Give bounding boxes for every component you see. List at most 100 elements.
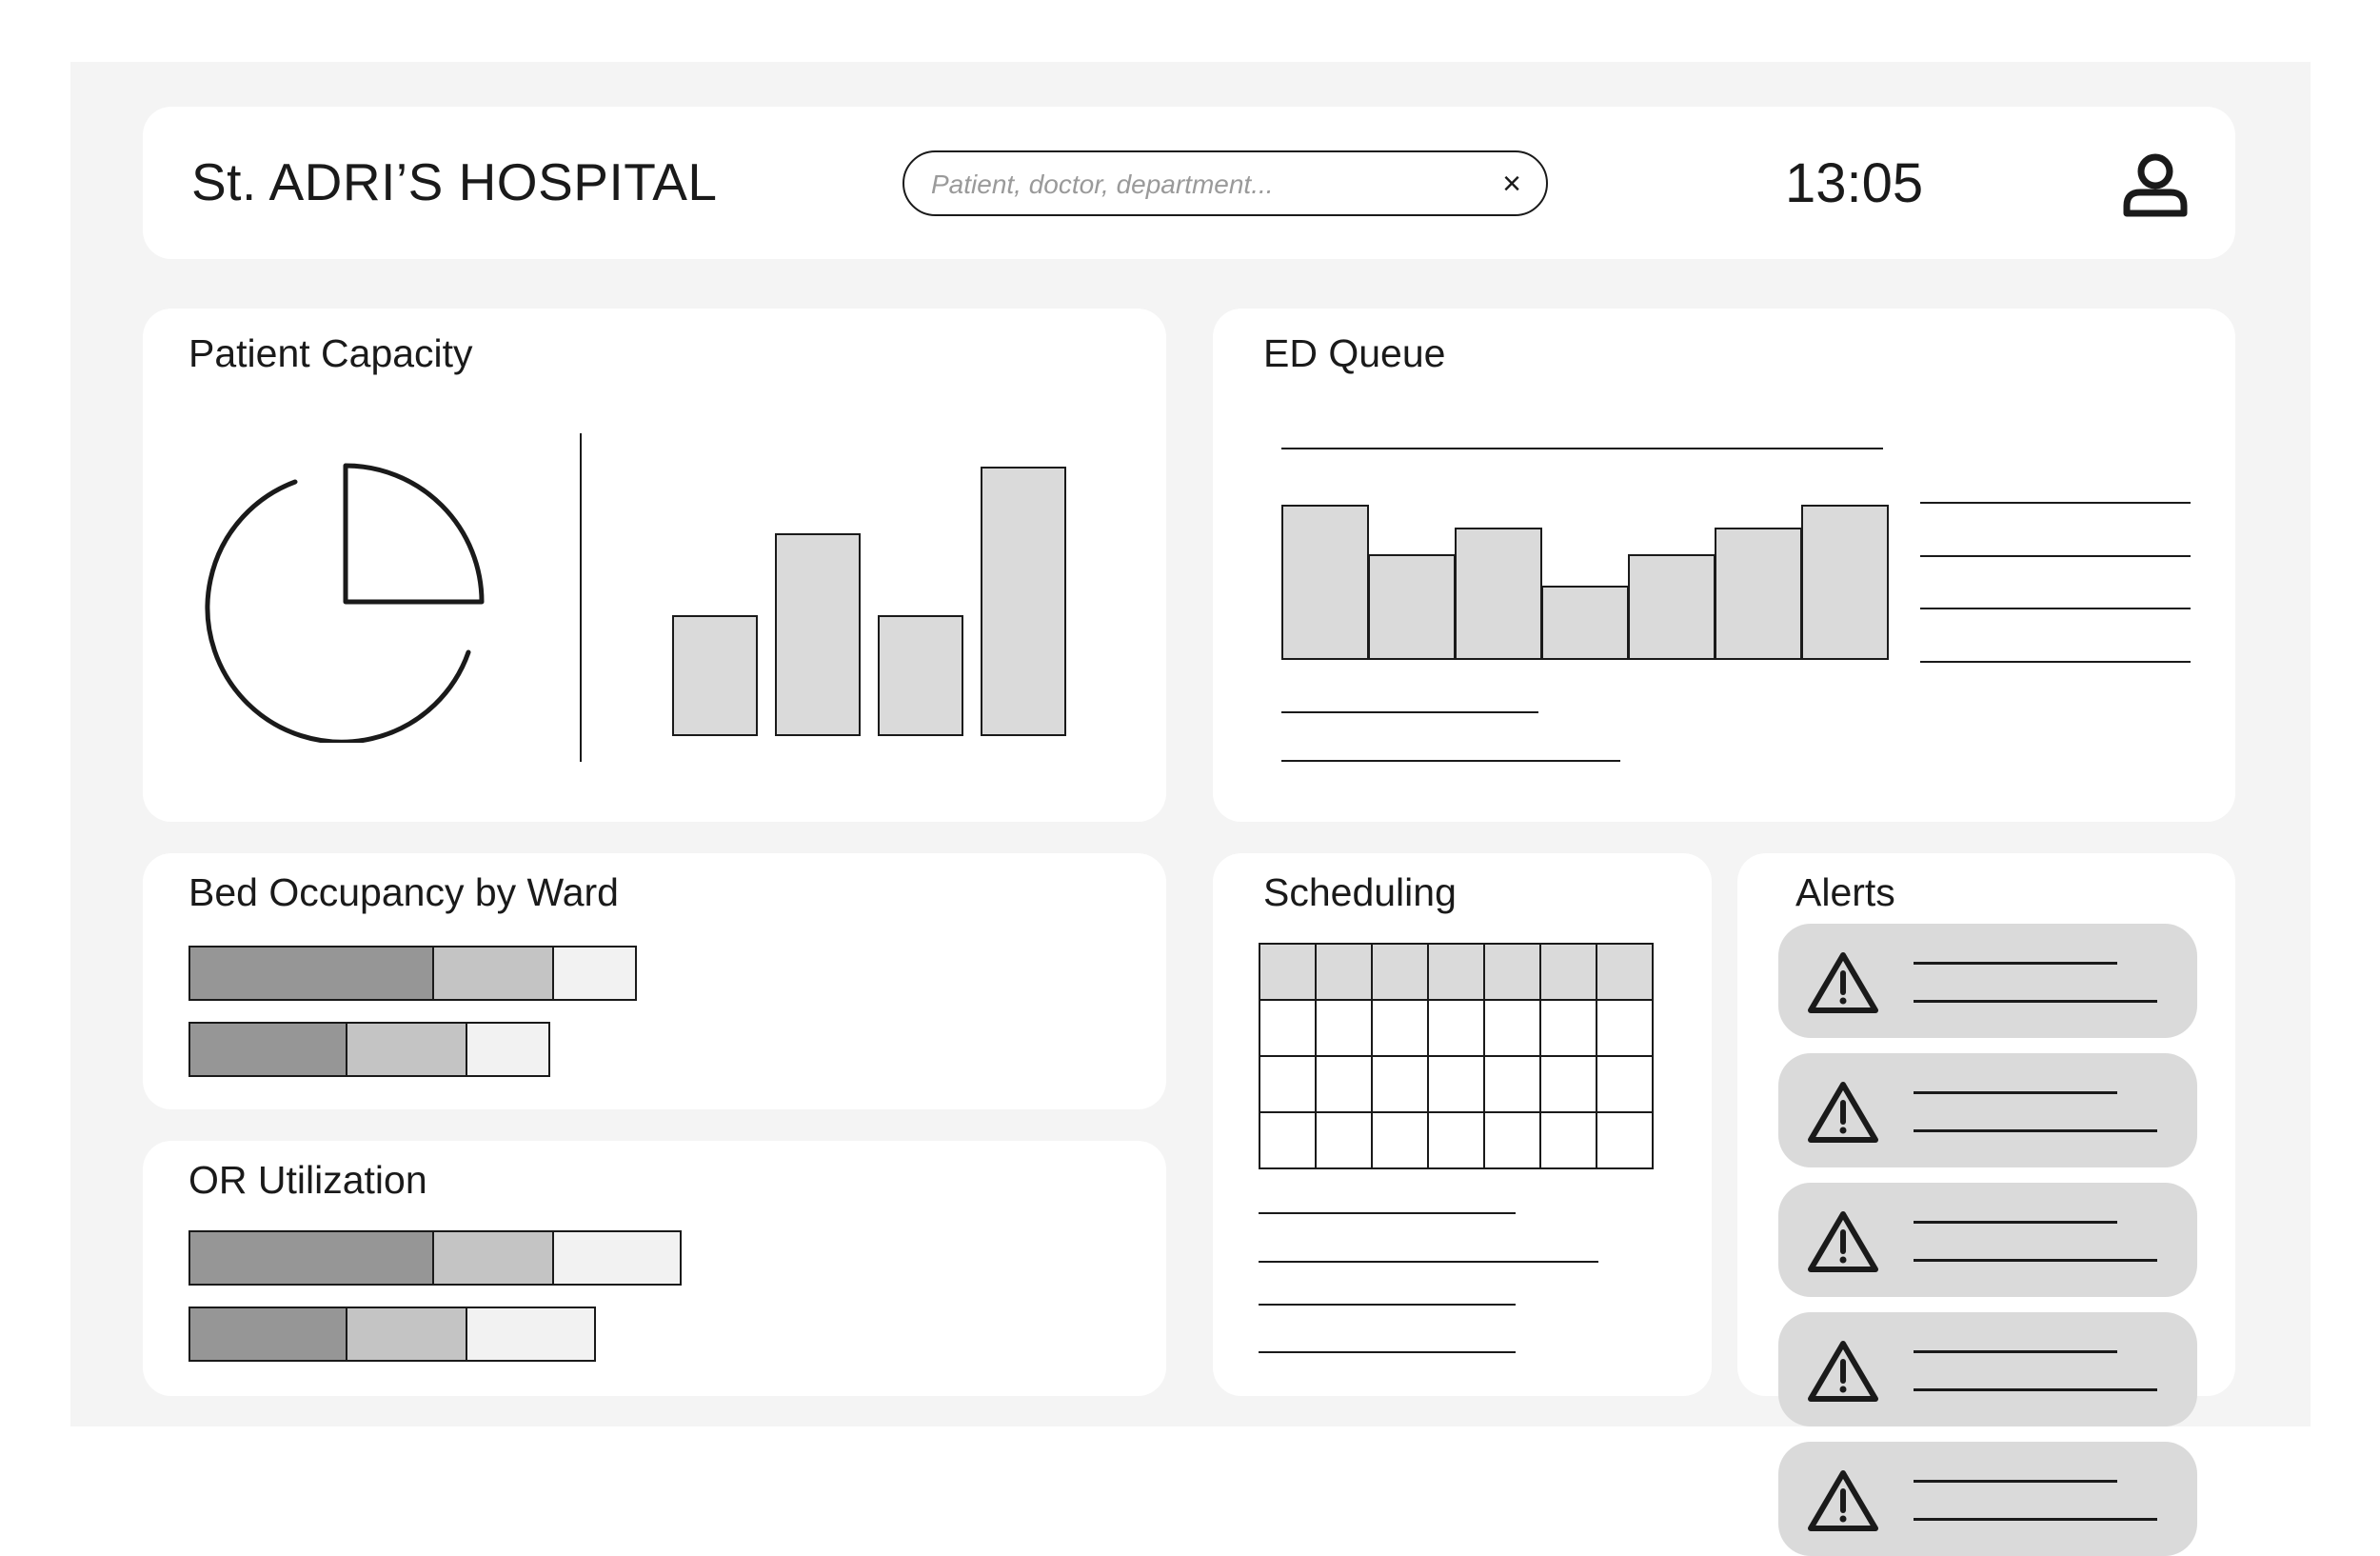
warning-icon — [1807, 1080, 1879, 1145]
ed-queue-legend-line — [1920, 608, 2191, 609]
ed-queue-bar-5 — [1715, 528, 1802, 660]
bed-occupancy-bar-0 — [188, 946, 637, 1001]
calendar-header-row — [1259, 943, 1654, 1001]
ed-queue-bar-1 — [1368, 554, 1456, 660]
calendar-cell[interactable] — [1315, 1111, 1373, 1169]
bed-occupancy-bar-1 — [188, 1022, 550, 1077]
alert-text-line — [1914, 1000, 2157, 1003]
warning-icon — [1807, 1339, 1879, 1404]
schedule-note-line — [1259, 1212, 1516, 1214]
ed-queue-bar-chart — [1281, 505, 1889, 660]
calendar-cell[interactable] — [1539, 1055, 1597, 1113]
search-input[interactable] — [929, 164, 1476, 206]
calendar-cell[interactable] — [1427, 1055, 1485, 1113]
bar-segment-0 — [188, 1230, 434, 1286]
schedule-note-line — [1259, 1351, 1516, 1353]
calendar-cell[interactable] — [1483, 999, 1541, 1057]
calendar-cell[interactable] — [1371, 999, 1429, 1057]
or-utilization-bar-0 — [188, 1230, 682, 1286]
calendar-cell[interactable] — [1539, 1111, 1597, 1169]
alert-item[interactable] — [1778, 924, 2197, 1038]
alert-text-line — [1914, 1480, 2117, 1483]
alert-item[interactable] — [1778, 1183, 2197, 1297]
alert-item[interactable] — [1778, 1053, 2197, 1167]
search-bar: × — [902, 150, 1548, 216]
bar-segment-2 — [552, 946, 637, 1001]
bar-segment-0 — [188, 946, 434, 1001]
calendar-row — [1259, 1055, 1654, 1113]
bar-segment-1 — [432, 1230, 554, 1286]
bar-segment-0 — [188, 1022, 347, 1077]
alert-text-line — [1914, 1259, 2157, 1262]
ed-queue-bar-6 — [1801, 505, 1889, 660]
calendar-cell[interactable] — [1371, 1055, 1429, 1113]
or-utilization-title: OR Utilization — [188, 1158, 427, 1202]
calendar-cell[interactable] — [1539, 999, 1597, 1057]
schedule-calendar[interactable] — [1259, 943, 1654, 1169]
calendar-cell[interactable] — [1259, 1111, 1317, 1169]
hospital-name: St. ADRI’S HOSPITAL — [191, 152, 718, 211]
ed-queue-note-line — [1281, 760, 1620, 762]
ed-queue-legend-line — [1920, 661, 2191, 663]
scheduling-title: Scheduling — [1263, 870, 1457, 914]
patient-capacity-bar-2 — [878, 615, 963, 736]
alert-text-line — [1914, 1129, 2157, 1132]
calendar-cell[interactable] — [1315, 999, 1373, 1057]
calendar-cell[interactable] — [1427, 943, 1485, 1001]
calendar-cell[interactable] — [1483, 1055, 1541, 1113]
ed-queue-note-line — [1281, 711, 1538, 713]
bar-segment-1 — [346, 1022, 467, 1077]
calendar-cell[interactable] — [1596, 1055, 1654, 1113]
or-utilization-bar-1 — [188, 1307, 596, 1362]
ed-queue-top-line — [1281, 448, 1883, 449]
ed-queue-bar-0 — [1281, 505, 1369, 660]
calendar-cell[interactable] — [1427, 999, 1485, 1057]
calendar-cell[interactable] — [1427, 1111, 1485, 1169]
ed-queue-legend-line — [1920, 555, 2191, 557]
calendar-cell[interactable] — [1371, 1111, 1429, 1169]
calendar-cell[interactable] — [1371, 943, 1429, 1001]
ed-queue-title: ED Queue — [1263, 331, 1446, 375]
user-icon[interactable] — [2121, 150, 2190, 219]
bar-segment-0 — [188, 1307, 347, 1362]
clear-search-button[interactable]: × — [1502, 166, 1521, 202]
alert-item[interactable] — [1778, 1312, 2197, 1426]
bar-segment-1 — [346, 1307, 467, 1362]
calendar-cell[interactable] — [1259, 1055, 1317, 1113]
calendar-cell[interactable] — [1259, 999, 1317, 1057]
schedule-note-line — [1259, 1261, 1598, 1263]
patient-capacity-bar-chart — [672, 433, 1067, 736]
calendar-cell[interactable] — [1596, 999, 1654, 1057]
calendar-cell[interactable] — [1259, 943, 1317, 1001]
alert-text-line — [1914, 1350, 2117, 1353]
patient-capacity-bar-3 — [981, 467, 1066, 736]
calendar-cell[interactable] — [1315, 943, 1373, 1001]
bar-segment-2 — [466, 1307, 596, 1362]
bar-segment-2 — [466, 1022, 550, 1077]
ed-queue-bar-4 — [1628, 554, 1716, 660]
calendar-cell[interactable] — [1315, 1055, 1373, 1113]
warning-icon — [1807, 1209, 1879, 1274]
alert-text-line — [1914, 1221, 2117, 1224]
calendar-cell[interactable] — [1539, 943, 1597, 1001]
calendar-cell[interactable] — [1596, 1111, 1654, 1169]
calendar-cell[interactable] — [1483, 943, 1541, 1001]
ed-queue-bar-2 — [1455, 528, 1542, 660]
bed-occupancy-title: Bed Occupancy by Ward — [188, 870, 619, 914]
bar-segment-1 — [432, 946, 554, 1001]
alert-item[interactable] — [1778, 1442, 2197, 1556]
alert-text-line — [1914, 1091, 2117, 1094]
ed-queue-legend-line — [1920, 502, 2191, 504]
alert-text-line — [1914, 1388, 2157, 1391]
patient-capacity-bar-1 — [775, 533, 861, 736]
alert-text-line — [1914, 962, 2117, 965]
calendar-cell[interactable] — [1596, 943, 1654, 1001]
pie-chart-icon — [205, 463, 485, 743]
warning-icon — [1807, 1468, 1879, 1533]
patient-capacity-bar-0 — [672, 615, 758, 736]
calendar-cell[interactable] — [1483, 1111, 1541, 1169]
alert-text-line — [1914, 1518, 2157, 1521]
clock: 13:05 — [1785, 152, 1924, 214]
alerts-title: Alerts — [1795, 870, 1895, 914]
calendar-row — [1259, 999, 1654, 1057]
